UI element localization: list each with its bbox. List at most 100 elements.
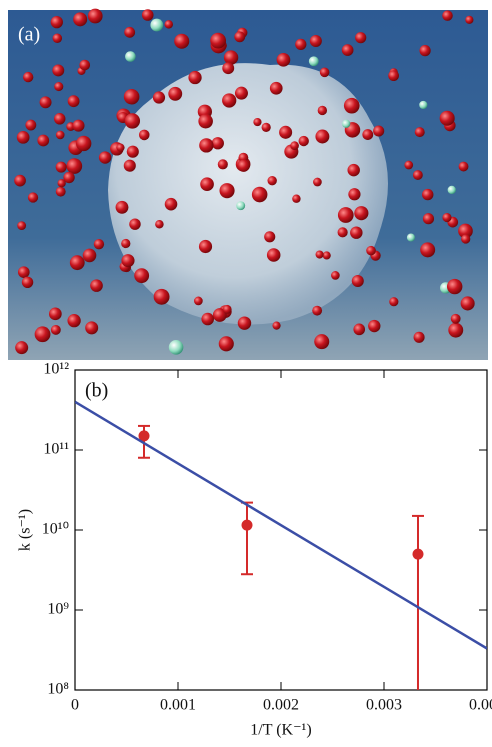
sphere bbox=[69, 255, 85, 271]
x-tick-label: 0 bbox=[71, 697, 79, 714]
sphere bbox=[419, 45, 431, 57]
sphere bbox=[63, 171, 75, 184]
sphere bbox=[422, 213, 435, 225]
sphere bbox=[237, 316, 252, 330]
sphere bbox=[37, 134, 50, 147]
sphere bbox=[341, 44, 354, 56]
y-axis-label: k (s⁻¹) bbox=[17, 509, 34, 551]
sphere bbox=[450, 313, 461, 324]
sphere bbox=[465, 15, 474, 24]
sphere bbox=[168, 340, 184, 355]
sphere bbox=[348, 188, 361, 201]
y-tick-label: 10⁸ bbox=[47, 681, 69, 698]
sphere bbox=[406, 233, 415, 242]
sphere bbox=[460, 296, 475, 311]
sphere bbox=[168, 86, 183, 101]
sphere bbox=[276, 52, 291, 67]
sphere bbox=[312, 305, 323, 316]
sphere bbox=[412, 170, 423, 180]
plot-area bbox=[75, 400, 487, 690]
sphere bbox=[150, 18, 164, 32]
sphere bbox=[237, 159, 250, 172]
sphere bbox=[164, 197, 178, 211]
sphere bbox=[199, 138, 214, 153]
sphere bbox=[298, 135, 309, 147]
fit-line bbox=[75, 400, 487, 650]
sphere bbox=[222, 304, 232, 314]
sphere bbox=[79, 59, 91, 71]
sphere bbox=[16, 130, 30, 144]
sphere bbox=[141, 9, 154, 21]
sphere bbox=[355, 32, 367, 44]
sphere bbox=[198, 113, 213, 129]
sphere bbox=[93, 238, 105, 250]
sphere bbox=[446, 278, 463, 295]
sphere bbox=[212, 308, 227, 322]
sphere bbox=[174, 33, 190, 49]
sphere bbox=[57, 179, 66, 188]
sphere bbox=[22, 71, 34, 83]
sphere bbox=[337, 227, 348, 238]
x-axis-label: 1/T (K⁻¹) bbox=[250, 722, 311, 739]
y-tick-label: 10¹² bbox=[43, 361, 69, 378]
sphere bbox=[50, 324, 61, 335]
sphere bbox=[414, 127, 425, 138]
sphere bbox=[308, 56, 319, 67]
sphere bbox=[366, 245, 376, 256]
sphere bbox=[17, 266, 30, 278]
sphere bbox=[210, 32, 227, 49]
sphere bbox=[218, 336, 234, 352]
sphere bbox=[322, 251, 331, 260]
panel-a-label: (a) bbox=[18, 24, 40, 46]
sphere bbox=[211, 137, 224, 150]
sphere bbox=[319, 67, 330, 78]
data-point bbox=[241, 519, 253, 531]
sphere bbox=[52, 33, 63, 43]
sphere bbox=[222, 62, 235, 75]
sphere bbox=[290, 141, 299, 150]
sphere bbox=[236, 201, 246, 211]
sphere bbox=[73, 12, 88, 27]
sphere bbox=[404, 160, 414, 170]
sphere bbox=[267, 175, 277, 186]
sphere bbox=[198, 239, 213, 254]
sphere bbox=[314, 334, 330, 350]
sphere bbox=[48, 307, 62, 321]
bubble bbox=[108, 63, 388, 325]
sphere bbox=[458, 161, 469, 172]
sphere bbox=[253, 117, 262, 127]
sphere bbox=[251, 186, 268, 203]
sphere bbox=[389, 297, 399, 307]
sphere bbox=[138, 129, 150, 141]
sphere bbox=[153, 288, 170, 305]
sphere bbox=[442, 10, 453, 21]
sphere bbox=[234, 86, 248, 100]
sphere bbox=[27, 192, 39, 203]
sphere bbox=[82, 248, 97, 263]
sphere bbox=[313, 177, 322, 187]
sphere bbox=[98, 151, 112, 164]
sphere bbox=[447, 185, 456, 195]
sphere bbox=[350, 226, 363, 239]
sphere bbox=[14, 174, 26, 187]
sphere bbox=[90, 279, 103, 292]
sphere bbox=[292, 194, 301, 203]
sphere bbox=[72, 119, 85, 132]
sphere bbox=[354, 206, 369, 221]
sphere bbox=[373, 125, 385, 137]
sphere bbox=[116, 143, 125, 152]
sphere bbox=[422, 188, 434, 201]
sphere bbox=[264, 231, 276, 243]
sphere bbox=[155, 220, 164, 229]
plot-frame bbox=[74, 369, 488, 691]
x-tick-label: 0.002 bbox=[263, 697, 299, 714]
sphere bbox=[461, 234, 471, 244]
sphere bbox=[217, 159, 228, 170]
sphere bbox=[55, 161, 67, 173]
x-tick-label: 0.003 bbox=[366, 697, 402, 714]
sphere bbox=[75, 135, 92, 152]
sphere bbox=[331, 271, 340, 280]
sphere bbox=[439, 110, 455, 126]
sphere bbox=[315, 129, 330, 144]
